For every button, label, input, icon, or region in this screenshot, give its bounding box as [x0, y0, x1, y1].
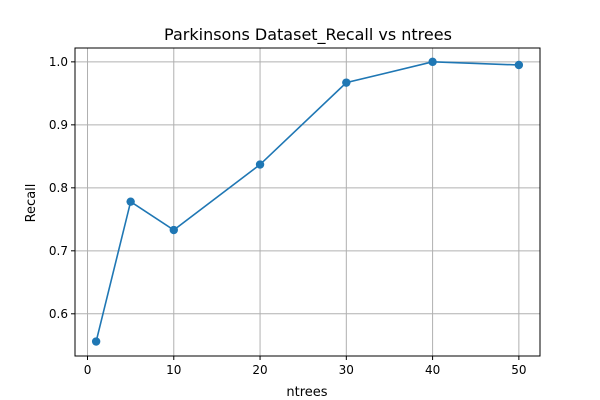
y-tick-label: 0.7 [49, 244, 68, 258]
data-point [428, 57, 437, 67]
x-tick-label: 0 [84, 363, 92, 377]
data-point [514, 60, 524, 70]
y-axis-label: Recall [24, 184, 39, 223]
y-axis-ticks: 0.6 0.7 0.8 0.9 1.0 [49, 55, 75, 321]
grid [75, 48, 540, 356]
data-point [342, 78, 351, 87]
y-tick-label: 0.9 [49, 118, 68, 132]
x-tick-label: 20 [252, 363, 267, 377]
data-point [91, 337, 101, 346]
x-axis-label: ntrees [286, 385, 327, 400]
x-tick-label: 40 [425, 363, 440, 377]
x-tick-label: 10 [166, 363, 181, 377]
x-tick-label: 30 [339, 363, 354, 377]
chart-title: Parkinsons Dataset_Recall vs ntrees [164, 25, 452, 45]
y-tick-label: 1.0 [49, 55, 68, 69]
x-tick-label: 50 [511, 363, 526, 377]
x-axis-ticks: 0 10 20 30 40 50 [84, 356, 527, 377]
y-tick-label: 0.8 [49, 181, 68, 195]
series-layer [91, 57, 524, 346]
data-point [255, 160, 265, 169]
series-line [95, 61, 519, 342]
y-tick-label: 0.6 [49, 307, 68, 321]
data-point [126, 197, 135, 206]
plot-area [74, 47, 541, 357]
data-point [169, 225, 178, 235]
